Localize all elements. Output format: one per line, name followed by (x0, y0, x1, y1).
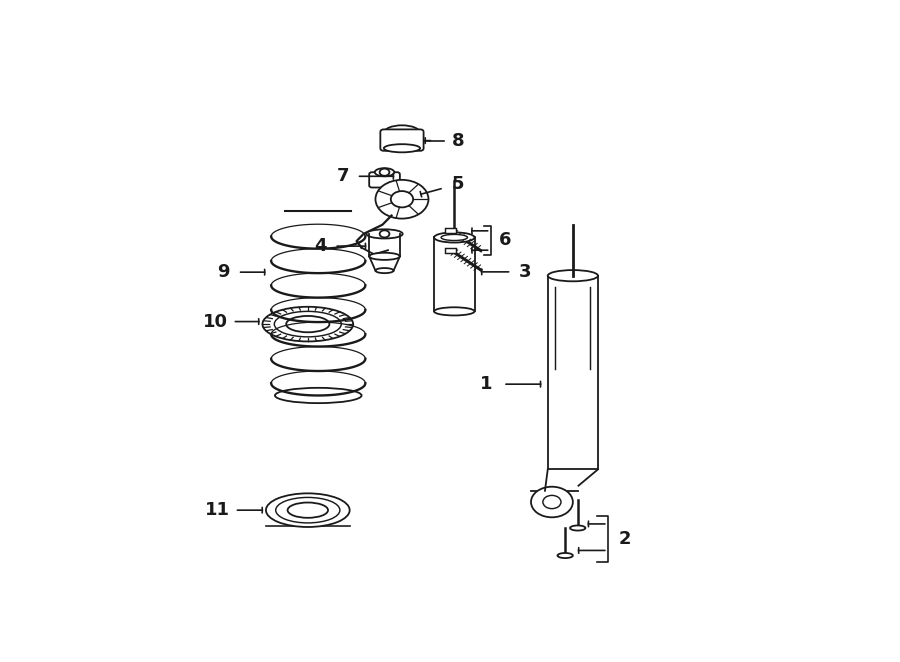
Text: 10: 10 (203, 312, 229, 330)
Ellipse shape (375, 268, 393, 273)
Text: 5: 5 (452, 175, 464, 193)
Ellipse shape (275, 497, 340, 523)
Text: 11: 11 (204, 501, 230, 519)
Text: 6: 6 (499, 231, 511, 249)
Ellipse shape (288, 502, 328, 518)
Text: 7: 7 (337, 167, 349, 185)
Ellipse shape (383, 144, 420, 152)
Ellipse shape (434, 307, 474, 316)
Ellipse shape (383, 125, 420, 140)
FancyBboxPatch shape (369, 172, 400, 187)
Ellipse shape (286, 316, 329, 332)
Text: 8: 8 (452, 132, 464, 150)
Circle shape (375, 180, 428, 218)
Ellipse shape (366, 229, 402, 238)
Circle shape (380, 230, 390, 238)
Ellipse shape (266, 493, 350, 527)
Ellipse shape (434, 232, 474, 242)
Ellipse shape (369, 253, 400, 260)
Ellipse shape (548, 270, 598, 281)
Circle shape (380, 169, 390, 176)
Ellipse shape (274, 388, 362, 403)
Bar (446, 248, 456, 253)
FancyBboxPatch shape (381, 129, 424, 151)
Ellipse shape (570, 526, 585, 530)
Circle shape (531, 487, 572, 517)
Text: 2: 2 (619, 530, 632, 548)
Ellipse shape (263, 307, 353, 342)
Ellipse shape (374, 168, 394, 176)
Text: 9: 9 (218, 263, 230, 281)
Ellipse shape (557, 553, 573, 558)
Circle shape (391, 191, 413, 207)
Text: 4: 4 (314, 237, 327, 255)
Bar (446, 228, 456, 234)
Circle shape (543, 495, 561, 508)
Text: 1: 1 (480, 375, 492, 393)
Ellipse shape (274, 311, 341, 337)
Bar (548, 275, 598, 469)
Text: 3: 3 (519, 263, 532, 281)
Ellipse shape (441, 234, 467, 240)
